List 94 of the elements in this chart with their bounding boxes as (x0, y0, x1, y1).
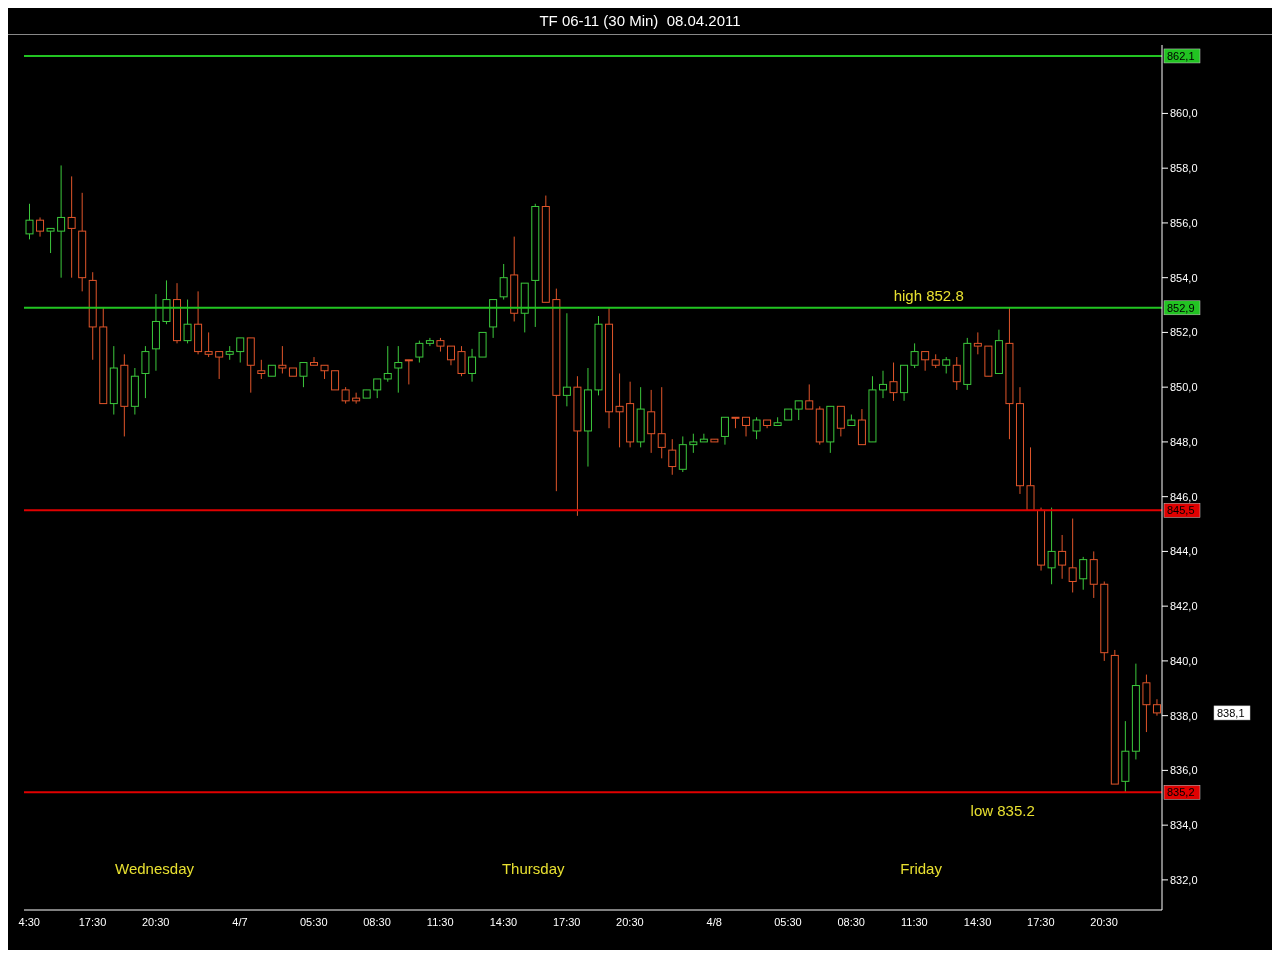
x-tick-label: 08:30 (837, 915, 865, 928)
x-tick-label: 08:30 (363, 915, 391, 928)
y-tick-label: 854,0 (1170, 271, 1198, 284)
candlestick (25, 203, 34, 240)
candlestick (794, 400, 803, 421)
x-tick-label: 05:30 (300, 915, 328, 928)
candlestick (689, 433, 698, 454)
text: 838,1 (1217, 706, 1245, 719)
x-tick-label: 11:30 (901, 915, 928, 928)
candlestick (141, 345, 150, 399)
y-tick-label: 832,0 (1170, 873, 1198, 886)
candlestick (204, 331, 213, 358)
y-tick-label: 834,0 (1170, 819, 1198, 832)
candlestick (404, 359, 413, 385)
candlestick (879, 370, 887, 399)
candlestick (615, 372, 624, 448)
candlestick (647, 389, 656, 454)
annotation: Thursday (501, 860, 565, 877)
x-tick-label: 20:30 (1090, 915, 1118, 928)
y-tick-label: 846,0 (1170, 490, 1198, 503)
y-tick-label: 838,0 (1170, 709, 1198, 722)
ref-line-label: 862,1 (1167, 49, 1195, 62)
y-tick-label: 836,0 (1170, 764, 1198, 777)
y-tick-label: 842,0 (1170, 600, 1198, 613)
x-tick-label: 17:30 (78, 915, 107, 928)
candlestick (352, 392, 361, 405)
ref-line-label: 845,5 (1167, 504, 1195, 517)
annotation: Wednesday (115, 860, 194, 877)
annotation: high 852.8 (893, 286, 964, 304)
candlestick (373, 378, 382, 399)
candlestick (562, 312, 571, 407)
candlestick (889, 362, 898, 402)
chart-title: TF 06-11 (30 Min) 08.04.2011 (8, 8, 1272, 35)
candlestick (1079, 556, 1088, 591)
x-tick-label: 11:30 (426, 915, 454, 928)
candlestick (499, 263, 508, 301)
y-tick-label: 848,0 (1170, 435, 1198, 448)
x-tick-label: 14:30 (489, 915, 518, 928)
candlestick (805, 383, 814, 410)
candlestick (299, 362, 308, 388)
y-tick-label: 844,0 (1170, 545, 1198, 558)
candlestick (668, 438, 677, 476)
x-tick-label: 20:30 (141, 915, 170, 928)
ref-line-label: 835,2 (1167, 786, 1195, 799)
candlestick (278, 345, 287, 374)
candlestick (1047, 507, 1056, 585)
candlestick (36, 216, 45, 238)
y-tick-label: 856,0 (1170, 216, 1198, 229)
candlestick (699, 433, 708, 443)
annotation: low 835.2 (970, 802, 1035, 820)
candlestick (921, 351, 930, 372)
candlestick (257, 359, 266, 380)
x-tick-label: 17:30 (552, 915, 581, 928)
y-tick-label: 860,0 (1170, 107, 1198, 120)
x-tick-label: 05:30 (774, 915, 802, 928)
candlestick (425, 337, 434, 347)
candlestick (310, 356, 318, 366)
candlestick (468, 348, 477, 383)
ref-line-label: 852,9 (1167, 301, 1195, 314)
candlestick (1068, 518, 1077, 593)
candlestick (720, 416, 729, 446)
candlestick (236, 337, 245, 364)
candlestick (415, 340, 424, 364)
candlestick (836, 405, 845, 437)
x-tick-label: 20:30 (616, 915, 644, 928)
candlestick (457, 345, 466, 377)
candlestick (394, 345, 403, 394)
candlestick (973, 331, 982, 355)
candlestick (67, 175, 76, 279)
candlestick (1142, 674, 1151, 733)
y-tick-label: 850,0 (1170, 381, 1198, 394)
candlestick (952, 356, 961, 391)
y-tick-label: 840,0 (1170, 654, 1198, 667)
candlestick (446, 345, 455, 366)
candlestick (910, 342, 919, 369)
candlestick (1058, 534, 1067, 580)
x-tick-label: 17:30 (1027, 915, 1055, 928)
x-tick-label: 4/8 (706, 915, 722, 928)
candlestick (331, 370, 340, 391)
candlestick (57, 164, 66, 279)
candlestick (383, 345, 392, 383)
y-tick-label: 858,0 (1170, 162, 1198, 175)
candlestick (183, 299, 192, 344)
candlestick (46, 227, 55, 254)
candlestick (752, 416, 761, 440)
x-tick-label: 4/7 (232, 915, 248, 928)
candlestick (657, 386, 666, 459)
y-tick-label: 852,0 (1170, 326, 1198, 339)
candlestick (162, 279, 171, 325)
annotation: Friday (900, 860, 942, 877)
candlestick (215, 351, 224, 380)
x-tick-label: 14:30 (963, 915, 992, 928)
x-tick-label: 4:30 (18, 915, 40, 928)
candlestick (742, 416, 751, 437)
